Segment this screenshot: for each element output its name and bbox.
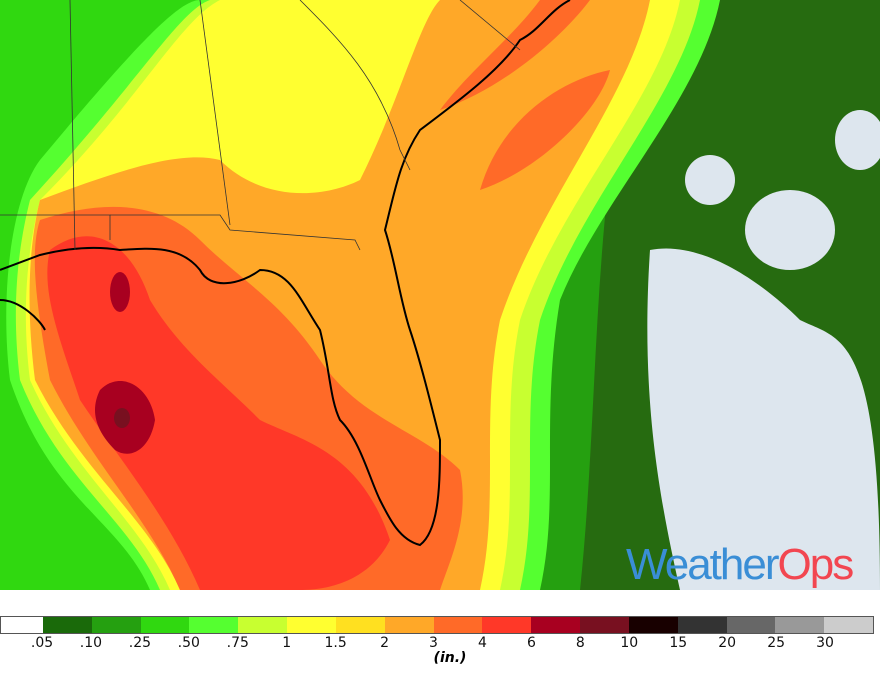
legend-label: 4 xyxy=(478,635,487,651)
legend-swatch xyxy=(482,617,532,633)
legend-swatch xyxy=(287,617,336,633)
legend-label: .50 xyxy=(177,635,200,651)
legend-label: .25 xyxy=(128,635,152,651)
legend-swatch xyxy=(1,617,43,633)
color-legend xyxy=(0,616,874,634)
legend-swatch xyxy=(531,617,581,633)
legend-swatch xyxy=(91,617,141,633)
legend-label: .10 xyxy=(79,635,103,651)
legend-label: 10 xyxy=(620,635,639,651)
legend-label: 15 xyxy=(669,635,688,651)
legend-label: 25 xyxy=(767,635,786,651)
legend-label: 30 xyxy=(816,635,834,651)
legend-label: .05 xyxy=(30,635,54,651)
weatherops-logo: WeatherOps xyxy=(626,540,855,590)
legend-swatch xyxy=(238,617,288,633)
legend-swatch xyxy=(628,617,678,633)
logo-text-ops: Ops xyxy=(777,540,855,589)
legend-unit: (in.) xyxy=(433,650,467,666)
legend-label: 1.5 xyxy=(324,635,347,651)
legend-swatch xyxy=(384,617,434,633)
legend-label: 3 xyxy=(429,635,438,651)
legend-label: 1 xyxy=(282,635,292,651)
legend-label: .75 xyxy=(226,635,249,651)
legend-swatch xyxy=(775,617,825,633)
legend-swatch xyxy=(433,617,483,633)
legend-swatch xyxy=(140,617,190,633)
rainfall-map xyxy=(0,0,880,590)
legend-swatch xyxy=(824,617,874,633)
legend-swatch xyxy=(677,617,727,633)
legend-swatch xyxy=(726,617,776,633)
legend-swatch xyxy=(335,617,385,633)
legend-swatch xyxy=(189,617,239,633)
legend-label: 8 xyxy=(575,635,585,651)
legend-label: 20 xyxy=(718,635,737,651)
logo-text-weather: Weather xyxy=(626,540,779,589)
legend-label: 6 xyxy=(526,635,536,651)
legend-swatch xyxy=(580,617,629,633)
legend-swatch xyxy=(43,617,92,633)
legend-label: 2 xyxy=(380,635,390,651)
